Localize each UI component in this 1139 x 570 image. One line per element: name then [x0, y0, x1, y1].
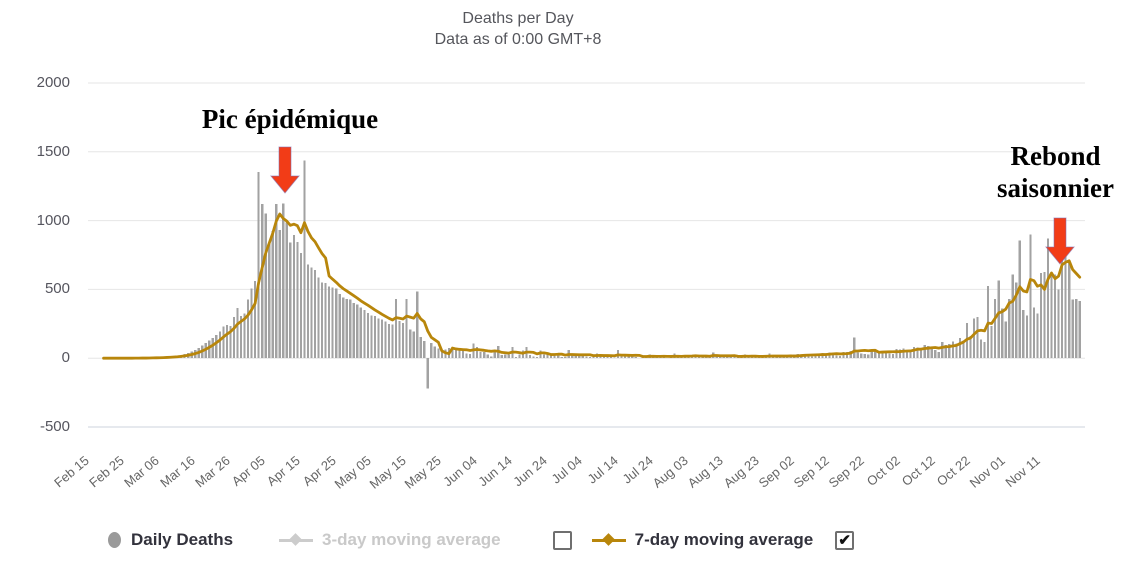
ma7-line: [102, 212, 1082, 360]
circle-marker-icon: [108, 532, 121, 548]
line-diamond-marker-icon: [591, 533, 626, 546]
y-axis-label: 1500: [36, 142, 70, 160]
checkbox-3-day-moving-average[interactable]: [552, 530, 572, 550]
plot-area: [88, 82, 1085, 428]
legend-item-daily-deaths[interactable]: Daily Deaths: [108, 530, 233, 550]
chart-header: Deaths per Day Data as of 0:00 GMT+8: [0, 8, 1036, 50]
annotation-rebond-saisonnier: Rebond saisonnier: [996, 141, 1115, 203]
annotation-pic-epidemique: Pic épidémique: [201, 104, 379, 134]
legend: Daily Deaths 3-day moving average 7-day mo…: [108, 525, 855, 555]
legend-label: Daily Deaths: [131, 530, 234, 549]
y-axis-label: 0: [61, 349, 70, 367]
legend-item-7-day-moving-average[interactable]: 7-day moving average: [591, 530, 814, 550]
y-axis-label: 2000: [36, 74, 70, 91]
checkbox-7-day-moving-average[interactable]: ✔: [835, 530, 855, 550]
down-arrow-icon: [269, 146, 301, 194]
down-arrow-icon: [1044, 217, 1076, 265]
chart-subtitle: Data as of 0:00 GMT+8: [434, 31, 602, 48]
legend-label: 7-day moving average: [634, 530, 814, 549]
y-axis-label: 1000: [36, 211, 70, 229]
y-axis-label: 500: [44, 280, 70, 298]
line-diamond-marker-icon: [279, 533, 314, 546]
legend-label: 3-day moving average: [322, 530, 501, 549]
chart-title: Deaths per Day: [462, 10, 574, 27]
y-axis-label: -500: [39, 418, 70, 435]
legend-item-3-day-moving-average[interactable]: 3-day moving average: [279, 530, 501, 550]
